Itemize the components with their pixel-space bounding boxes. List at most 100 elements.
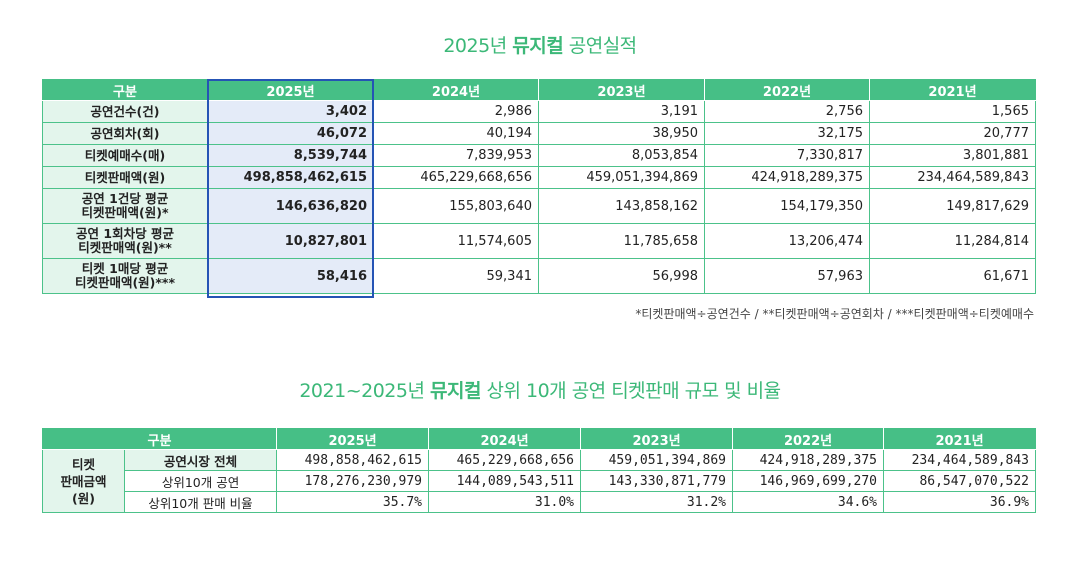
- table-row: 티켓예매수(매) 8,539,744 7,839,953 8,053,854 7…: [42, 144, 1036, 167]
- row-label-line: 티켓 1매당 평균: [81, 261, 169, 276]
- table-row: 티켓 1매당 평균 티켓판매액(원)*** 58,416 59,341 56,9…: [42, 258, 1036, 294]
- cell-value: 11,785,658: [538, 223, 705, 259]
- performance-header-row: 구분 2025년 2024년 2023년 2022년 2021년: [42, 79, 1036, 101]
- table-row: 티켓 판매금액 (원) 공연시장 전체 498,858,462,615 465,…: [42, 449, 1037, 513]
- column-header: 구분: [42, 79, 208, 101]
- cell-value: 459,051,394,869: [580, 449, 734, 471]
- cell-value: 46,072: [207, 122, 374, 145]
- table-row: 공연 1건당 평균 티켓판매액(원)* 146,636,820 155,803,…: [42, 188, 1036, 224]
- row-label: 공연 1건당 평균 티켓판매액(원)*: [42, 188, 208, 224]
- cell-value: 58,416: [207, 258, 374, 294]
- column-header: 2024년: [373, 79, 539, 101]
- cell-value: 155,803,640: [373, 188, 539, 224]
- cell-value: 2,756: [704, 100, 870, 123]
- cell-value: 13,206,474: [704, 223, 870, 259]
- title-genre: 뮤지컬: [430, 380, 481, 402]
- cell-value: 7,330,817: [704, 144, 870, 167]
- row-label: 티켓판매액(원): [42, 166, 208, 189]
- row-label: 공연 1회차당 평균 티켓판매액(원)**: [42, 223, 208, 259]
- row-label-line: 공연 1건당 평균: [81, 191, 169, 206]
- cell-value: 38,950: [538, 122, 705, 145]
- cell-value: 35.7%: [276, 491, 430, 513]
- row-label: 공연회차(회): [42, 122, 208, 145]
- cell-value: 424,918,289,375: [732, 449, 885, 471]
- cell-value: 143,858,162: [538, 188, 705, 224]
- performance-table: 구분 2025년 2024년 2023년 2022년 2021년 공연건수(건)…: [42, 79, 1036, 294]
- title-genre: 뮤지컬: [512, 35, 564, 57]
- market-table: 구분 2025년 2024년 2023년 2022년 2021년 티켓 판매금액…: [41, 428, 1037, 513]
- cell-value: 59,341: [373, 258, 539, 294]
- row-label: 상위10개 공연: [123, 470, 278, 492]
- footnote: *티켓판매액÷공연건수 / **티켓판매액÷공연회차 / ***티켓판매액÷티켓…: [635, 307, 1034, 321]
- cell-value: 3,402: [207, 100, 374, 123]
- cell-value: 3,191: [538, 100, 705, 123]
- cell-value: 31.0%: [428, 491, 582, 513]
- column-header: 구분: [41, 428, 278, 450]
- cell-value: 146,636,820: [207, 188, 374, 224]
- cell-value: 498,858,462,615: [276, 449, 430, 471]
- cell-value: 8,053,854: [538, 144, 705, 167]
- row-group-label: 티켓 판매금액 (원): [42, 449, 125, 513]
- cell-value: 144,089,543,511: [428, 470, 582, 492]
- cell-value: 61,671: [869, 258, 1036, 294]
- cell-value: 1,565: [869, 100, 1036, 123]
- table-row: 상위10개 판매 비율 35.7% 31.0% 31.2% 34.6% 36.9…: [43, 491, 1037, 513]
- row-label-line: 티켓판매액(원)**: [78, 240, 172, 255]
- cell-value: 11,574,605: [373, 223, 539, 259]
- table-row: 상위10개 공연 178,276,230,979 144,089,543,511…: [43, 470, 1037, 492]
- row-group-line: 판매금액: [60, 473, 107, 489]
- cell-value: 40,194: [373, 122, 539, 145]
- cell-value: 10,827,801: [207, 223, 374, 259]
- cell-value: 11,284,814: [869, 223, 1036, 259]
- row-group-line: 티켓: [71, 456, 95, 472]
- column-header: 2023년: [580, 428, 734, 450]
- cell-value: 234,464,589,843: [883, 449, 1037, 471]
- title-subject: 공연실적: [568, 35, 637, 57]
- table-row: 공연 1회차당 평균 티켓판매액(원)** 10,827,801 11,574,…: [42, 223, 1036, 259]
- column-header: 2022년: [704, 79, 870, 101]
- column-header: 2021년: [869, 79, 1036, 101]
- cell-value: 459,051,394,869: [538, 166, 705, 189]
- cell-value: 32,175: [704, 122, 870, 145]
- column-header: 2023년: [538, 79, 705, 101]
- title-years: 2021~2025년: [299, 380, 425, 402]
- row-label-line: 공연 1회차당 평균: [76, 226, 174, 241]
- cell-value: 20,777: [869, 122, 1036, 145]
- row-label-line: 티켓판매액(원)***: [74, 275, 176, 290]
- cell-value: 7,839,953: [373, 144, 539, 167]
- table-row: 공연회차(회) 46,072 40,194 38,950 32,175 20,7…: [42, 122, 1036, 145]
- cell-value: 424,918,289,375: [704, 166, 870, 189]
- cell-value: 3,801,881: [869, 144, 1036, 167]
- market-title: 2021~2025년 뮤지컬 상위 10개 공연 티켓판매 규모 및 비율: [0, 376, 1080, 403]
- cell-value: 34.6%: [732, 491, 885, 513]
- cell-value: 146,969,699,270: [732, 470, 885, 492]
- row-group-line: (원): [72, 490, 95, 506]
- cell-value: 178,276,230,979: [276, 470, 430, 492]
- cell-value: 36.9%: [883, 491, 1037, 513]
- cell-value: 86,547,070,522: [883, 470, 1037, 492]
- cell-value: 154,179,350: [704, 188, 870, 224]
- cell-value: 31.2%: [580, 491, 734, 513]
- performance-title: 2025년 뮤지컬 공연실적: [0, 31, 1080, 58]
- cell-value: 56,998: [538, 258, 705, 294]
- column-header: 2025년: [276, 428, 430, 450]
- title-year: 2025년: [443, 35, 507, 57]
- cell-value: 143,330,871,779: [580, 470, 734, 492]
- row-label: 공연건수(건): [42, 100, 208, 123]
- row-label-line: 티켓판매액(원)*: [81, 205, 169, 220]
- cell-value: 465,229,668,656: [373, 166, 539, 189]
- row-label: 티켓 1매당 평균 티켓판매액(원)***: [42, 258, 208, 294]
- table-row: 티켓판매액(원) 498,858,462,615 465,229,668,656…: [42, 166, 1036, 189]
- table-row: 공연건수(건) 3,402 2,986 3,191 2,756 1,565: [42, 100, 1036, 123]
- column-header: 2021년: [883, 428, 1037, 450]
- title-subject: 상위 10개 공연 티켓판매 규모 및 비율: [486, 380, 782, 402]
- cell-value: 234,464,589,843: [869, 166, 1036, 189]
- column-header: 2024년: [428, 428, 582, 450]
- market-header-row: 구분 2025년 2024년 2023년 2022년 2021년: [41, 428, 1037, 450]
- column-header: 2025년: [207, 79, 374, 101]
- cell-value: 57,963: [704, 258, 870, 294]
- row-label: 공연시장 전체: [123, 449, 278, 471]
- cell-value: 498,858,462,615: [207, 166, 374, 189]
- column-header: 2022년: [732, 428, 885, 450]
- row-label: 티켓예매수(매): [42, 144, 208, 167]
